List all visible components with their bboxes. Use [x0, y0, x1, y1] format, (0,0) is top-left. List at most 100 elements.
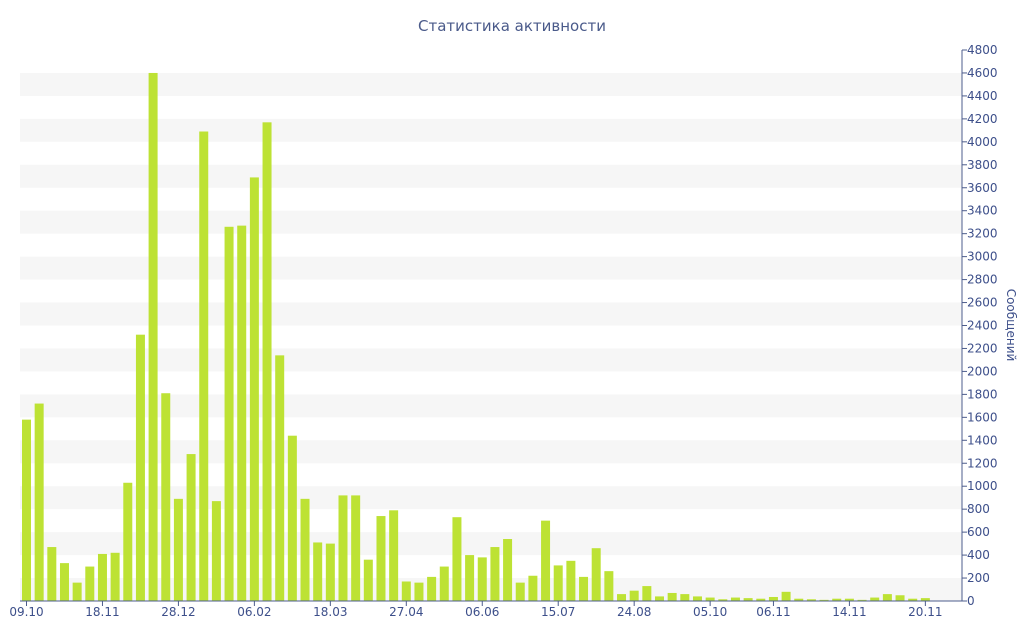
bar[interactable] [237, 225, 247, 601]
y-tick-label: 4000 [967, 135, 998, 149]
bar[interactable] [541, 520, 551, 601]
bar[interactable] [262, 122, 272, 601]
bar[interactable] [72, 582, 82, 601]
bar[interactable] [325, 543, 335, 601]
y-tick-label: 1600 [967, 410, 998, 424]
x-tick-label: 06.02 [237, 605, 271, 619]
bar[interactable] [211, 501, 221, 601]
y-tick-label: 3800 [967, 158, 998, 172]
bar[interactable] [566, 560, 576, 601]
grid-band [20, 256, 962, 280]
bar[interactable] [617, 594, 627, 601]
y-tick-label: 3200 [967, 227, 998, 241]
bar[interactable] [275, 355, 285, 601]
bar[interactable] [414, 582, 424, 601]
bar[interactable] [553, 565, 563, 601]
y-tick-label: 1000 [967, 479, 998, 493]
bar[interactable] [857, 599, 867, 601]
bar[interactable] [401, 581, 411, 601]
bar[interactable] [376, 516, 386, 601]
bar[interactable] [642, 586, 652, 601]
bar[interactable] [528, 575, 538, 601]
bar[interactable] [224, 226, 234, 601]
bar[interactable] [363, 559, 373, 601]
bar[interactable] [591, 548, 601, 601]
bar[interactable] [439, 566, 449, 601]
bar[interactable] [59, 563, 69, 601]
bar[interactable] [781, 591, 791, 601]
bar[interactable] [173, 498, 183, 601]
x-tick-label: 18.11 [85, 605, 119, 619]
bar[interactable] [882, 594, 892, 601]
x-tick-label: 05.10 [693, 605, 727, 619]
bar[interactable] [199, 131, 209, 602]
y-axis-label: Сообщений [1004, 289, 1018, 362]
grid-band [20, 164, 962, 188]
bar[interactable] [819, 599, 829, 601]
bar[interactable] [22, 419, 31, 601]
bar[interactable] [427, 576, 437, 601]
bar[interactable] [604, 571, 614, 601]
bar[interactable] [756, 598, 766, 601]
y-axis-ticks: 0 200 400 600 800 1000 1200 1400 1600 1800 2000 220… [962, 43, 998, 608]
bar[interactable] [452, 517, 462, 601]
bar[interactable] [794, 598, 804, 601]
bar[interactable] [629, 590, 639, 601]
bar[interactable] [490, 547, 500, 601]
bar[interactable] [579, 576, 589, 601]
y-tick-label: 600 [967, 525, 990, 539]
bar[interactable] [908, 598, 918, 601]
bar[interactable] [186, 454, 196, 601]
bar[interactable] [705, 597, 715, 601]
bar[interactable] [718, 599, 728, 601]
bar[interactable] [832, 598, 842, 601]
bar[interactable] [655, 596, 664, 601]
x-tick-label: 27.04 [389, 605, 423, 619]
bar[interactable] [730, 597, 740, 601]
bar[interactable] [465, 555, 475, 601]
y-tick-label: 2000 [967, 364, 998, 378]
bar[interactable] [313, 542, 323, 601]
x-tick-label: 06.06 [465, 605, 499, 619]
bar[interactable] [249, 177, 259, 602]
bar[interactable] [743, 598, 753, 601]
bar[interactable] [844, 598, 854, 601]
bar[interactable] [110, 552, 120, 601]
bar[interactable] [351, 495, 361, 601]
bar[interactable] [135, 334, 145, 601]
bar[interactable] [870, 597, 880, 601]
y-tick-label: 4400 [967, 89, 998, 103]
bar[interactable] [148, 72, 158, 601]
bar[interactable] [300, 498, 310, 601]
bar[interactable] [692, 596, 702, 601]
bar[interactable] [895, 595, 905, 601]
bar[interactable] [85, 566, 95, 601]
bar[interactable] [768, 596, 778, 601]
bar[interactable] [920, 598, 930, 601]
x-tick-label: 09.10 [9, 605, 43, 619]
bar[interactable] [389, 510, 399, 601]
y-tick-label: 1200 [967, 456, 998, 470]
bar[interactable] [123, 482, 133, 601]
bar[interactable] [338, 495, 348, 601]
bar[interactable] [287, 435, 297, 601]
grid-band [20, 302, 962, 326]
bar[interactable] [667, 592, 677, 601]
bar[interactable] [680, 594, 690, 601]
bar[interactable] [806, 599, 816, 601]
bar[interactable] [97, 553, 107, 601]
bar[interactable] [515, 582, 525, 601]
bar[interactable] [34, 403, 44, 601]
y-tick-label: 4200 [967, 112, 998, 126]
y-tick-label: 2200 [967, 341, 998, 355]
grid-band [20, 118, 962, 142]
bar[interactable] [503, 539, 513, 601]
bar[interactable] [47, 547, 57, 601]
x-tick-label: 20.11 [908, 605, 942, 619]
x-tick-label: 18.03 [313, 605, 347, 619]
bar[interactable] [477, 557, 487, 601]
bar[interactable] [161, 393, 171, 601]
y-tick-label: 1400 [967, 433, 998, 447]
y-tick-label: 1800 [967, 387, 998, 401]
